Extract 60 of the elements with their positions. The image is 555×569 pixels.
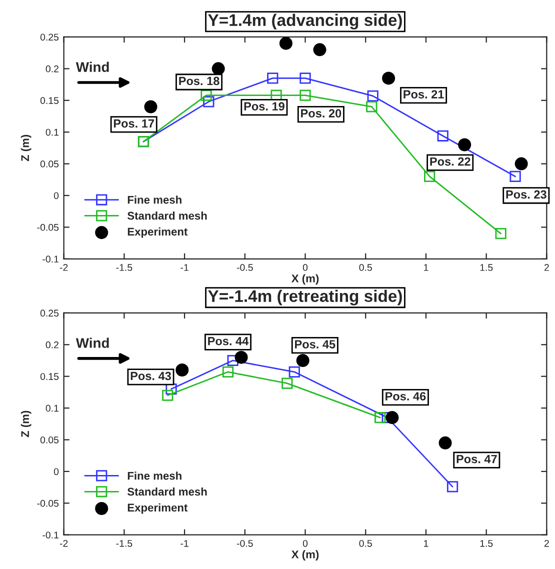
x-tick-label: 1.5 <box>480 540 493 547</box>
y-tick-label: 0.25 <box>40 34 59 41</box>
y-tick-label: 0 <box>54 192 59 200</box>
y-tick-label: 0.15 <box>40 97 59 104</box>
annotation: Pos. 21 <box>404 90 444 98</box>
x-tick-label: 0 <box>302 540 308 547</box>
annotation: Pos. 19 <box>244 102 284 111</box>
annotation: Pos. 23 <box>506 190 546 199</box>
x-tick-label: 1 <box>424 264 428 271</box>
annotation: Pos. 46 <box>386 392 426 400</box>
chart-title: Y=1.4m (advancing side) <box>208 14 402 30</box>
y-tick-label: 0.05 <box>40 436 59 444</box>
legend-label: Fine mesh <box>128 472 182 480</box>
annotation: Pos. 20 <box>301 109 342 118</box>
y-tick-label: -0.05 <box>37 500 59 507</box>
x-tick-label: 0.5 <box>359 264 372 271</box>
annotation: Pos. 43 <box>130 372 171 380</box>
x-tick-label: -0.5 <box>236 264 253 271</box>
chart-title: Y=-1.4m (retreating side) <box>208 290 402 306</box>
y-tick-label: 0.2 <box>46 65 58 72</box>
legend-label: Experiment <box>128 503 188 514</box>
annotation: Pos. 44 <box>208 337 249 346</box>
legend-label: Fine mesh <box>128 196 182 204</box>
annotation: Wind <box>76 338 109 348</box>
x-tick-label: -0.5 <box>236 540 253 547</box>
legend-label: Standard mesh <box>127 487 207 496</box>
y-tick-label: -0.1 <box>42 532 58 538</box>
y-axis-title: Z (m) <box>20 134 32 162</box>
annotation: Pos. 18 <box>179 76 220 86</box>
x-tick-label: -2 <box>60 540 68 547</box>
y-tick-label: 0.05 <box>40 160 59 168</box>
y-tick-label: 0 <box>54 468 59 476</box>
y-tick-label: -0.05 <box>37 224 59 231</box>
y-tick-label: -0.1 <box>42 256 58 263</box>
y-tick-label: 0.15 <box>40 373 59 380</box>
y-tick-label: 0.25 <box>40 310 59 317</box>
x-tick-label: -1 <box>180 264 188 271</box>
x-tick-label: 1.5 <box>480 264 493 271</box>
x-tick-label: -1 <box>180 540 188 547</box>
legend-label: Experiment <box>128 227 188 238</box>
annotation: Wind <box>76 62 109 72</box>
x-tick-label: -1.5 <box>116 264 132 271</box>
y-tick-label: 0.1 <box>46 128 58 136</box>
x-tick-label: 0 <box>302 264 308 271</box>
x-tick-label: -1.5 <box>116 540 132 547</box>
x-tick-label: -2 <box>60 264 68 271</box>
x-tick-label: 2 <box>544 540 549 547</box>
y-tick-label: 0.2 <box>46 341 58 348</box>
x-tick-label: 1 <box>424 540 428 547</box>
y-axis-title: Z (m) <box>20 410 32 438</box>
y-tick-label: 0.1 <box>46 404 58 412</box>
annotation: Pos. 17 <box>114 119 154 128</box>
annotation: Pos. 45 <box>295 340 336 348</box>
x-tick-label: 2 <box>544 264 549 271</box>
annotation: Pos. 47 <box>456 454 497 464</box>
x-axis-title: X (m) <box>291 274 319 285</box>
x-tick-label: 0.5 <box>359 540 372 547</box>
x-axis-title: X (m) <box>291 550 319 561</box>
legend-label: Standard mesh <box>127 212 207 220</box>
annotation: Pos. 22 <box>430 157 470 166</box>
